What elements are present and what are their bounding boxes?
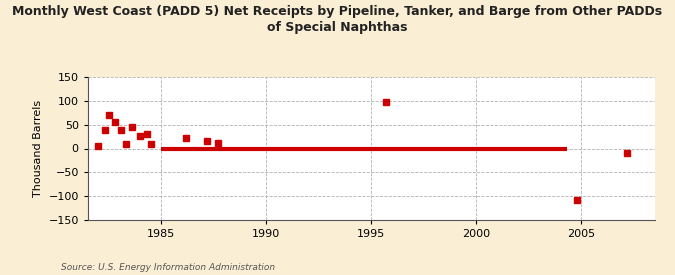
Text: Source: U.S. Energy Information Administration: Source: U.S. Energy Information Administ… — [61, 263, 275, 272]
Y-axis label: Thousand Barrels: Thousand Barrels — [33, 100, 43, 197]
Text: Monthly West Coast (PADD 5) Net Receipts by Pipeline, Tanker, and Barge from Oth: Monthly West Coast (PADD 5) Net Receipts… — [12, 6, 663, 34]
